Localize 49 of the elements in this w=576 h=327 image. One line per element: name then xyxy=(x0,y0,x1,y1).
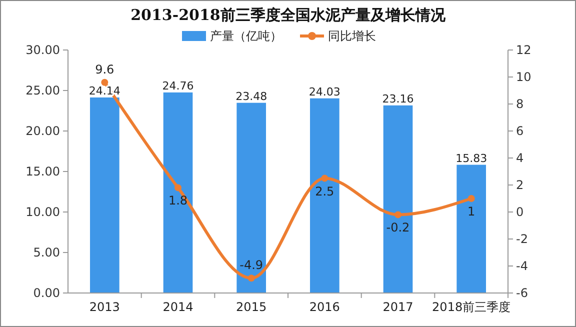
data-label: 2.5 xyxy=(315,184,334,198)
y2-tick-label: 10 xyxy=(516,70,532,84)
y-tick-label: 10.00 xyxy=(26,205,60,220)
y-tick-label: 5.00 xyxy=(33,246,60,260)
y2-tick-label: -2 xyxy=(516,232,528,246)
point xyxy=(101,78,108,86)
data-label: -4.9 xyxy=(240,258,264,272)
data-label: 24.76 xyxy=(162,79,194,92)
y2-tick-label: -4 xyxy=(516,259,528,274)
data-label: -0.2 xyxy=(386,220,410,235)
y2-tick-label: 4 xyxy=(516,151,524,166)
point xyxy=(468,195,475,202)
x-tick-label: 2015 xyxy=(236,300,267,314)
data-label: 1.8 xyxy=(168,194,188,208)
data-label: 24.03 xyxy=(308,85,340,98)
y2-tick-label: 8 xyxy=(516,97,524,112)
y2-tick-label: 0 xyxy=(516,205,524,220)
y2-tick-label: 12 xyxy=(516,43,532,58)
data-label: 9.6 xyxy=(95,62,114,76)
x-tick-label: 2017 xyxy=(382,300,414,314)
chart-title: 2013-2018前三季度全国水泥产量及增长情况 xyxy=(130,6,446,24)
x-tick-label: 2016 xyxy=(309,300,340,314)
y2-tick-label: 6 xyxy=(516,124,524,138)
y2-tick-label: 2 xyxy=(516,178,524,192)
y-tick-label: 0.00 xyxy=(33,286,60,300)
data-label: 1 xyxy=(468,204,476,218)
x-tick-label: 2013 xyxy=(89,300,120,314)
data-label: 23.48 xyxy=(236,90,268,103)
bar xyxy=(90,97,120,293)
y2-tick-label: -6 xyxy=(516,286,528,300)
legend-label: 产量（亿吨） xyxy=(210,29,282,44)
y-tick-label: 30.00 xyxy=(26,43,60,58)
y-tick-label: 25.00 xyxy=(26,84,60,98)
point xyxy=(321,174,328,182)
data-label: 23.16 xyxy=(382,92,414,106)
bar xyxy=(383,105,413,293)
x-tick-label: 2018前三季度 xyxy=(432,300,511,314)
point xyxy=(174,184,182,192)
x-tick-label: 2014 xyxy=(162,300,194,314)
legend-label: 同比增长 xyxy=(328,29,376,44)
point xyxy=(394,211,402,218)
y-tick-label: 20.00 xyxy=(26,124,60,138)
y-tick-label: 15.00 xyxy=(26,164,60,179)
point xyxy=(248,274,255,282)
bar xyxy=(310,98,340,293)
bar xyxy=(163,92,193,293)
bar xyxy=(456,164,486,293)
bar xyxy=(236,102,266,293)
data-label: 15.83 xyxy=(456,152,488,165)
